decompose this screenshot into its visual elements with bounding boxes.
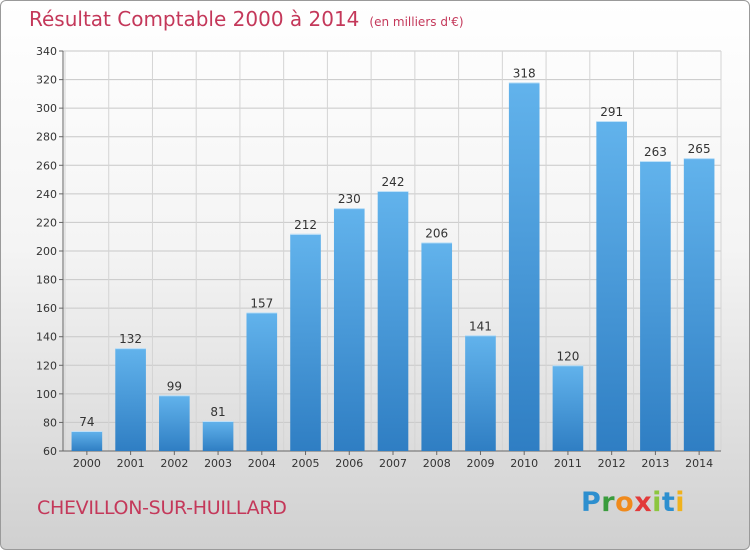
y-tick-label: 180 [36, 274, 57, 287]
bar-2005 [290, 233, 321, 451]
bar-2012 [596, 121, 627, 451]
value-label-2009: 141 [469, 319, 492, 333]
logo-letter: t [661, 487, 676, 518]
y-tick-label: 200 [36, 245, 57, 258]
y-tick-label: 240 [36, 188, 57, 201]
proxiti-logo[interactable]: Proxiti [581, 487, 685, 518]
y-tick-label: 80 [43, 416, 57, 429]
value-label-2001: 132 [119, 332, 142, 346]
logo-letter: i [652, 487, 662, 518]
x-tick-label-2014: 2014 [685, 457, 713, 470]
y-tick-label: 340 [36, 45, 57, 58]
logo-letter: i [675, 487, 686, 518]
x-tick-label-2005: 2005 [292, 457, 320, 470]
y-tick-label: 300 [36, 102, 57, 115]
bar-2006 [333, 208, 365, 451]
logo-letter: r [601, 487, 616, 518]
value-label-2006: 230 [338, 192, 361, 206]
x-tick-label-2011: 2011 [554, 457, 582, 470]
bar-2003 [202, 421, 234, 451]
y-tick-label: 60 [43, 445, 57, 458]
y-tick-label: 140 [36, 331, 57, 344]
value-label-2008: 206 [425, 226, 448, 240]
y-tick-label: 320 [36, 74, 57, 87]
x-tick-label-2006: 2006 [335, 457, 363, 470]
x-tick-label-2001: 2001 [117, 457, 145, 470]
unit-label: (en milliers d'€) [369, 15, 464, 29]
bar-2011 [552, 365, 584, 451]
bar-2004 [246, 312, 278, 451]
x-tick-label-2013: 2013 [641, 457, 669, 470]
value-label-2007: 242 [382, 175, 405, 189]
x-tick-label-2007: 2007 [379, 457, 407, 470]
logo-letter: P [581, 487, 602, 518]
x-tick-label-2000: 2000 [73, 457, 101, 470]
value-labels: 74 132 99 81 157 212 230 242 206 141 318 120 291 263 2… [79, 66, 710, 429]
value-label-2010: 318 [513, 66, 536, 80]
title-text: Résultat Comptable 2000 à 2014 [29, 7, 360, 31]
value-label-2005: 212 [294, 218, 317, 232]
bar-2000 [71, 431, 103, 451]
x-tick-label-2008: 2008 [423, 457, 451, 470]
x-tick-label-2010: 2010 [510, 457, 538, 470]
y-tick-label: 160 [36, 302, 57, 315]
city-name: CHEVILLON-SUR-HUILLARD [37, 497, 287, 519]
bar-2009 [465, 335, 496, 451]
bars [71, 82, 715, 451]
value-label-2013: 263 [644, 145, 667, 159]
value-label-2014: 265 [688, 142, 711, 156]
x-tick-label-2009: 2009 [466, 457, 494, 470]
y-tick-label: 220 [36, 216, 57, 229]
value-label-2000: 74 [79, 415, 94, 429]
bar-2010 [508, 82, 540, 451]
value-label-2011: 120 [556, 349, 579, 363]
bar-2001 [115, 348, 146, 451]
x-tick-label-2004: 2004 [248, 457, 276, 470]
value-label-2012: 291 [600, 105, 623, 119]
bar-2013 [640, 161, 671, 451]
bar-2002 [159, 395, 190, 451]
bar-2007 [377, 191, 409, 451]
y-tick-label: 120 [36, 359, 57, 372]
x-tick-label-2002: 2002 [160, 457, 188, 470]
y-tick-label: 280 [36, 131, 57, 144]
x-tick-label-2012: 2012 [598, 457, 626, 470]
chart-title: Résultat Comptable 2000 à 2014 (en millie… [29, 7, 464, 31]
logo-letter: o [615, 487, 635, 518]
bar-2014 [683, 158, 715, 451]
value-label-2002: 99 [167, 379, 182, 393]
y-tick-label: 100 [36, 388, 57, 401]
value-label-2004: 157 [250, 296, 273, 310]
logo-letter: x [634, 487, 653, 518]
bar-2008 [421, 242, 453, 451]
value-label-2003: 81 [210, 405, 225, 419]
y-tick-label: 260 [36, 159, 57, 172]
x-tick-label-2003: 2003 [204, 457, 232, 470]
